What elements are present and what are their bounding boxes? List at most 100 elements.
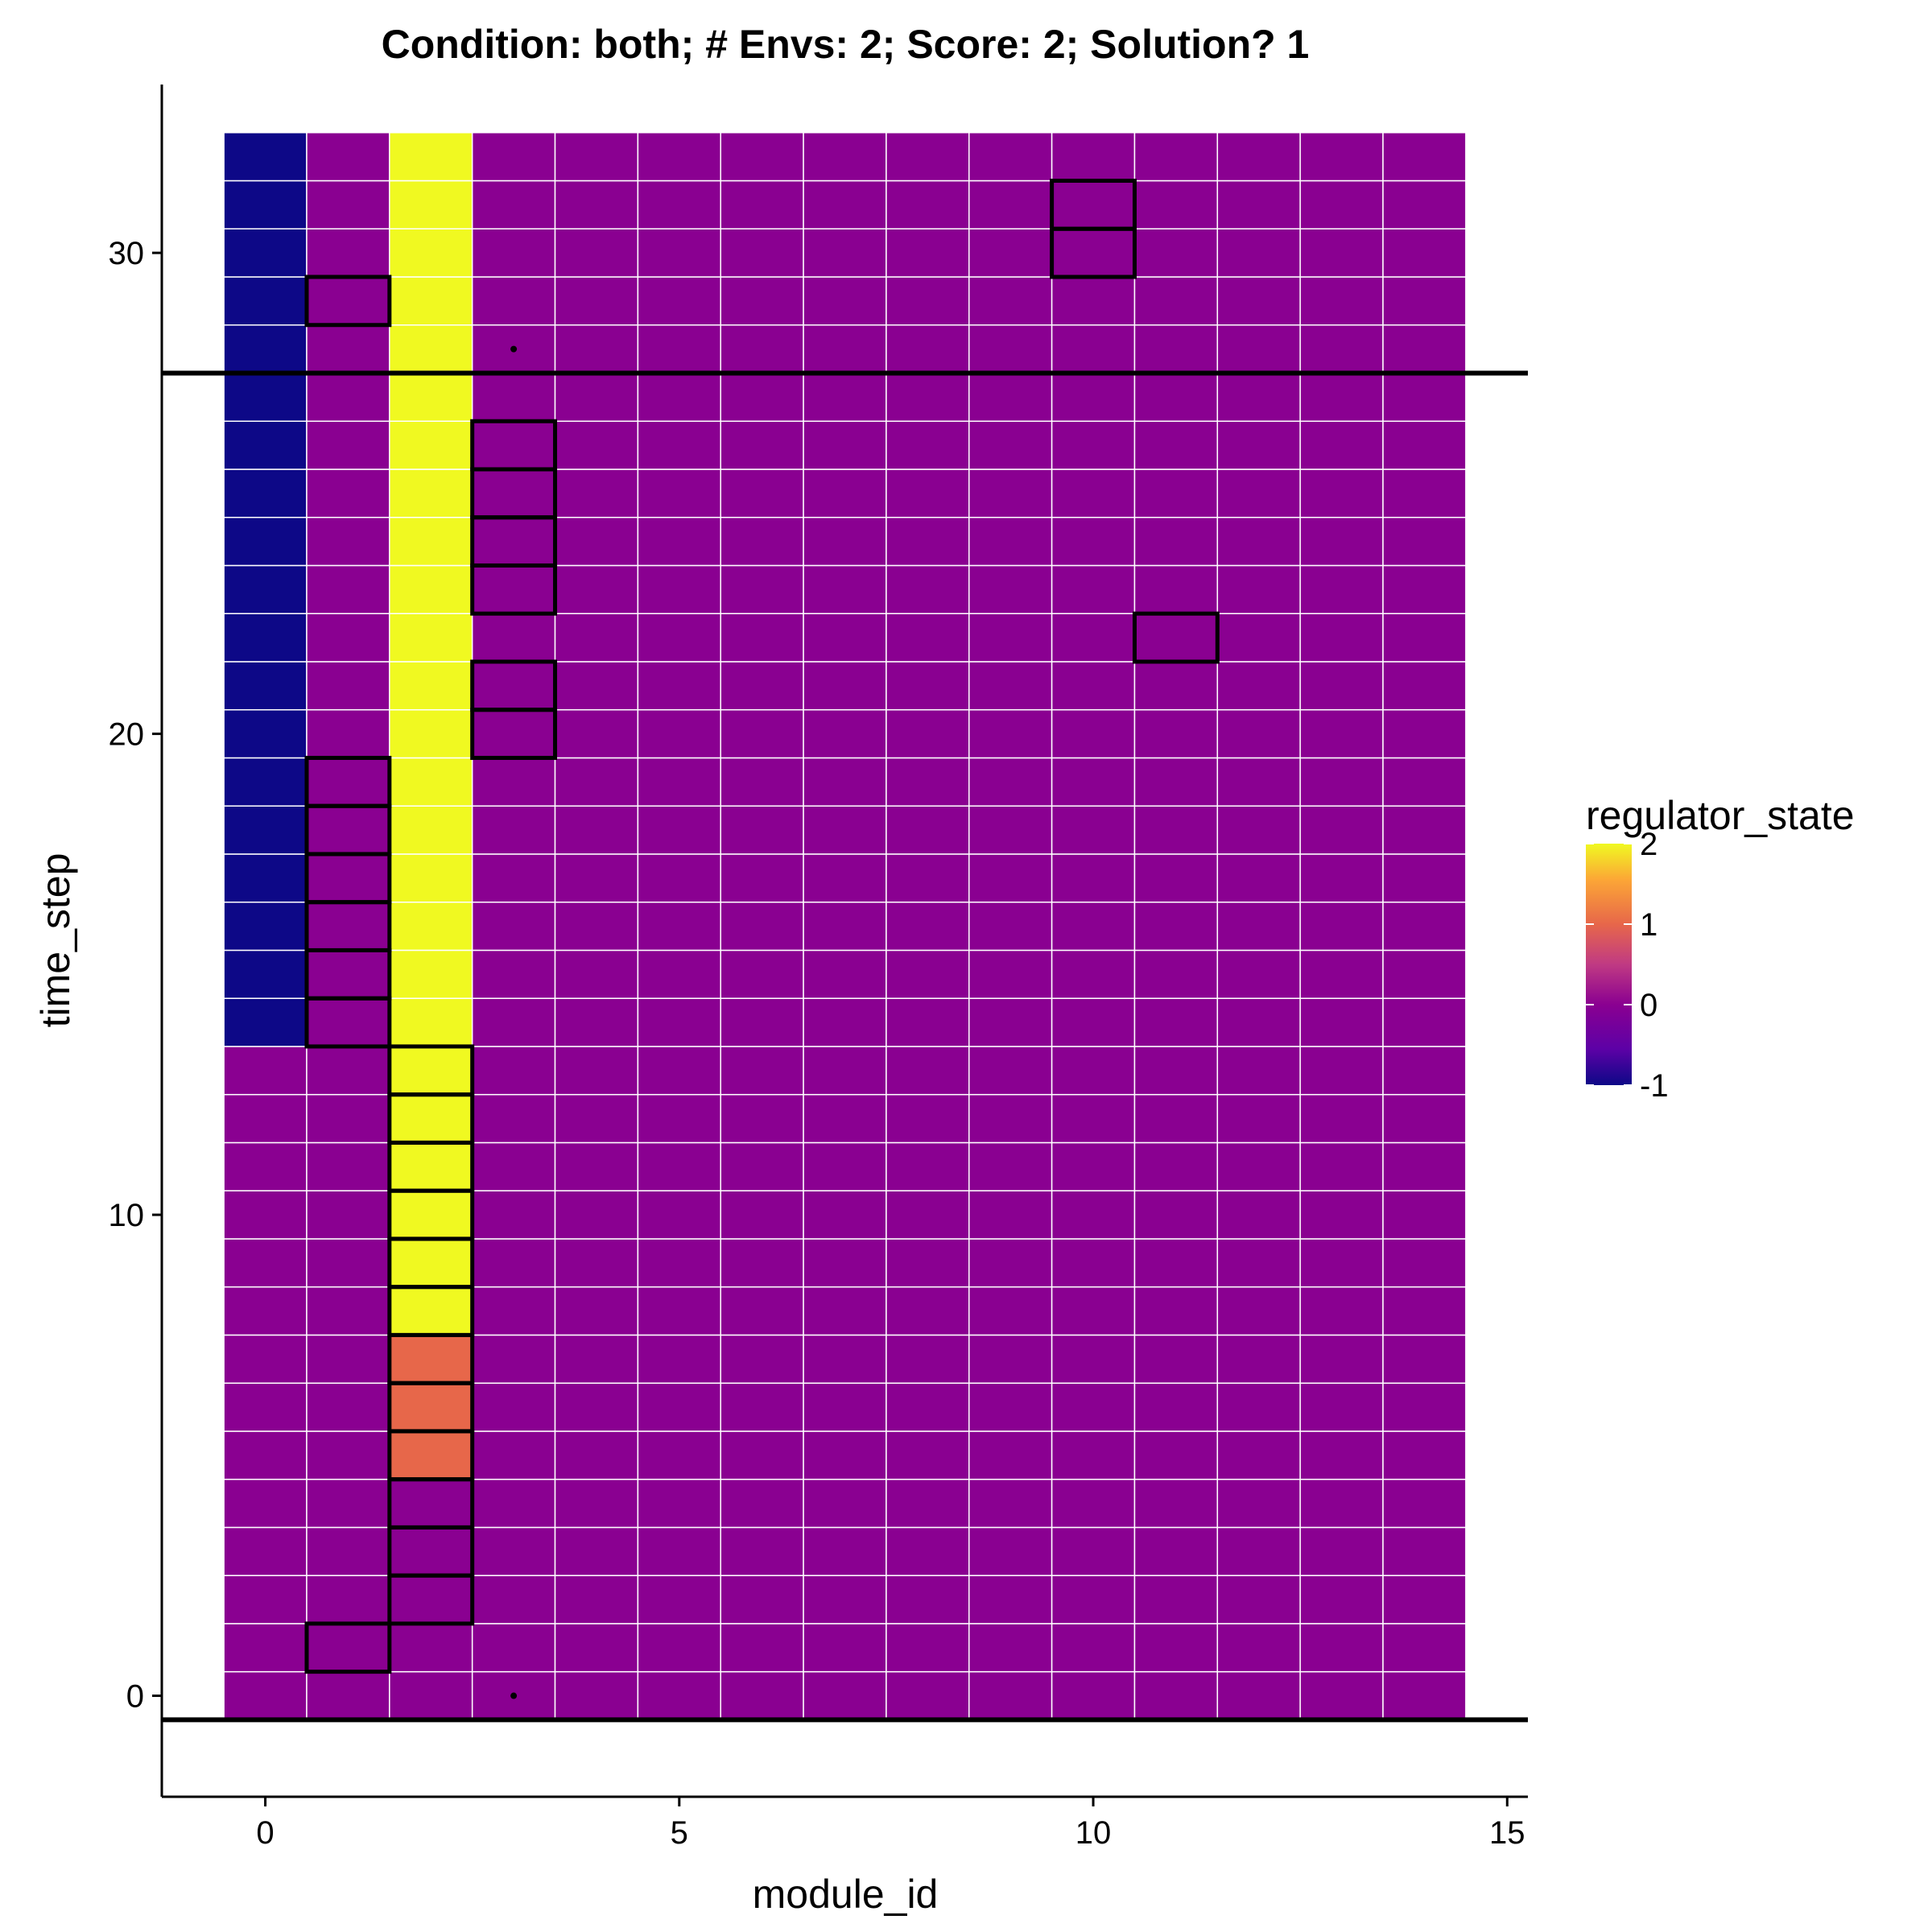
heatmap-cell bbox=[554, 901, 639, 952]
heatmap-cell bbox=[554, 1575, 639, 1624]
heatmap-cell bbox=[803, 1478, 887, 1529]
heatmap-cell bbox=[720, 613, 804, 663]
heatmap-cell bbox=[554, 853, 639, 903]
heatmap-cell bbox=[1216, 1623, 1301, 1673]
heatmap-cell bbox=[1133, 516, 1219, 567]
heatmap-cell bbox=[1216, 949, 1301, 999]
heatmap-cell bbox=[389, 1430, 473, 1480]
heatmap-cell bbox=[968, 901, 1053, 952]
heatmap-cell bbox=[1299, 708, 1384, 759]
heatmap-cell bbox=[637, 1670, 721, 1721]
heatmap-cell bbox=[389, 1238, 473, 1288]
heatmap-cell bbox=[471, 469, 556, 518]
heatmap-cell bbox=[223, 372, 308, 422]
heatmap-cell bbox=[389, 949, 473, 999]
heatmap-cell bbox=[223, 757, 308, 807]
heatmap-cell bbox=[1216, 1093, 1301, 1144]
heatmap-cell bbox=[1133, 1286, 1219, 1336]
heatmap-cell bbox=[554, 613, 639, 663]
heatmap-cell bbox=[471, 516, 556, 567]
heatmap-cell bbox=[886, 1238, 970, 1288]
heatmap-cell bbox=[968, 1430, 1053, 1480]
heatmap-cell bbox=[803, 372, 887, 422]
heatmap-cell bbox=[1299, 661, 1384, 711]
heatmap-cell bbox=[720, 1334, 804, 1384]
heatmap-cell bbox=[471, 1575, 556, 1624]
heatmap-cell bbox=[1216, 1190, 1301, 1240]
heatmap-cell bbox=[1382, 564, 1467, 614]
heatmap-cell bbox=[306, 613, 390, 663]
x-tick-label: 10 bbox=[1075, 1815, 1112, 1851]
heatmap-cell bbox=[554, 420, 639, 470]
heatmap-cell bbox=[471, 1286, 556, 1336]
heatmap-cell bbox=[1051, 1334, 1136, 1384]
heatmap-cell bbox=[803, 324, 887, 374]
heatmap-cell bbox=[1133, 1575, 1219, 1624]
heatmap-cell bbox=[886, 324, 970, 374]
heatmap-cell bbox=[223, 420, 308, 470]
heatmap-cell bbox=[1382, 997, 1467, 1047]
heatmap-cell bbox=[1051, 805, 1136, 855]
heatmap-cell bbox=[389, 853, 473, 903]
outlined-cell bbox=[470, 659, 558, 712]
heatmap-cell bbox=[223, 997, 308, 1047]
heatmap-cell bbox=[1216, 1382, 1301, 1432]
heatmap-cell bbox=[968, 516, 1053, 567]
heatmap-cell bbox=[968, 131, 1053, 182]
heatmap-cell bbox=[471, 853, 556, 903]
heatmap-cell bbox=[223, 901, 308, 952]
outlined-cells bbox=[304, 178, 1220, 1674]
heatmap-cell bbox=[1382, 1526, 1467, 1576]
legend-title: regulator_state bbox=[1586, 793, 1855, 838]
heatmap-cell bbox=[223, 1526, 308, 1576]
legend-ticks: 2 1 0 -1 bbox=[1586, 827, 1669, 1104]
heatmap-cell bbox=[389, 757, 473, 807]
heatmap-cell bbox=[1133, 1238, 1219, 1288]
heatmap-cell bbox=[1216, 1286, 1301, 1336]
heatmap-cell bbox=[306, 469, 390, 518]
heatmap-cell bbox=[968, 1141, 1053, 1191]
heatmap-cell bbox=[223, 805, 308, 855]
heatmap-cell bbox=[1382, 1093, 1467, 1144]
heatmap-cell bbox=[1133, 853, 1219, 903]
heatmap-cell bbox=[886, 757, 970, 807]
heatmap-cells bbox=[223, 131, 1467, 1721]
heatmap-cell bbox=[1051, 613, 1136, 663]
heatmap-cell bbox=[1133, 1382, 1219, 1432]
heatmap-cell bbox=[1382, 516, 1467, 567]
heatmap-cell bbox=[389, 1382, 473, 1432]
heatmap-cell bbox=[1051, 1046, 1136, 1096]
heatmap-cell bbox=[1299, 276, 1384, 326]
heatmap-cell bbox=[886, 372, 970, 422]
heatmap-cell bbox=[637, 1238, 721, 1288]
heatmap-cell bbox=[471, 228, 556, 278]
heatmap-cell bbox=[803, 1093, 887, 1144]
heatmap-cell bbox=[1051, 228, 1136, 278]
heatmap-cell bbox=[803, 276, 887, 326]
heatmap-cell bbox=[1216, 1526, 1301, 1576]
heatmap-cell bbox=[554, 949, 639, 999]
heatmap-cell bbox=[886, 708, 970, 759]
heatmap-cell bbox=[471, 1382, 556, 1432]
heatmap-cell bbox=[1382, 180, 1467, 229]
heatmap-cell bbox=[306, 228, 390, 278]
heatmap-cell bbox=[1133, 1334, 1219, 1384]
heatmap-cell bbox=[1299, 901, 1384, 952]
heatmap-cell bbox=[389, 1526, 473, 1576]
heatmap-cell bbox=[720, 372, 804, 422]
heatmap-cell bbox=[637, 805, 721, 855]
heatmap-cell bbox=[720, 1238, 804, 1288]
heatmap-cell bbox=[1299, 516, 1384, 567]
heatmap-cell bbox=[803, 228, 887, 278]
heatmap-cell bbox=[886, 1526, 970, 1576]
heatmap-cell bbox=[471, 1238, 556, 1288]
heatmap-cell bbox=[389, 469, 473, 518]
heatmap-cell bbox=[886, 420, 970, 470]
heatmap-cell bbox=[886, 131, 970, 182]
heatmap-cell bbox=[803, 661, 887, 711]
heatmap-cell bbox=[968, 1382, 1053, 1432]
heatmap-cell bbox=[554, 757, 639, 807]
heatmap-cell bbox=[306, 708, 390, 759]
heatmap-cell bbox=[637, 1526, 721, 1576]
heatmap-cell bbox=[1299, 372, 1384, 422]
